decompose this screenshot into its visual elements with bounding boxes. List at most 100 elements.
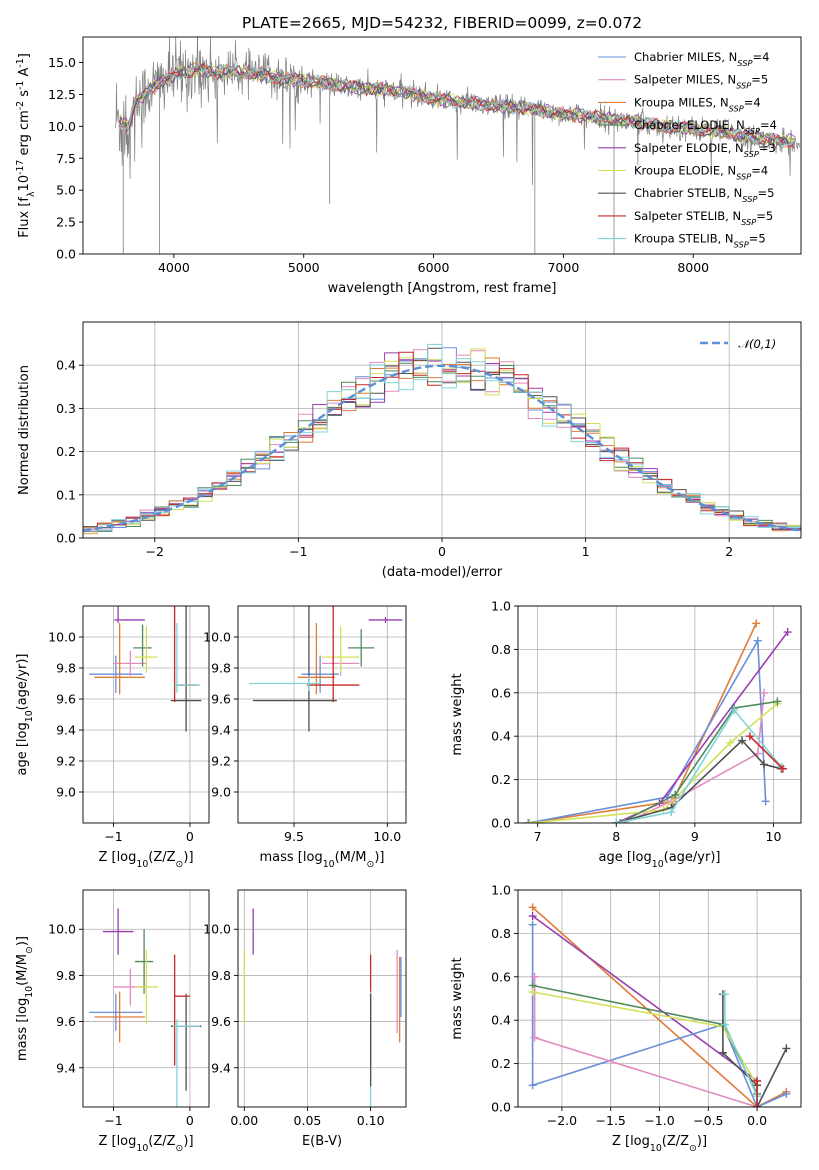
- x-tick-label: 9: [691, 829, 699, 844]
- y-tick-label: 0.2: [56, 444, 76, 459]
- x-axis-label: wavelength [Angstrom, rest frame]: [328, 281, 557, 296]
- weight-plot: [524, 619, 792, 823]
- x-tick-label: 9.5: [284, 829, 304, 844]
- x-axis-label: Z [log10(Z/Z⊙)]: [612, 1134, 707, 1154]
- weight-marker: [524, 819, 533, 823]
- y-tick-label: 9.8: [211, 968, 231, 983]
- x-tick-label: 0.00: [230, 1113, 258, 1128]
- y-tick-label: 0.2: [491, 772, 511, 787]
- weight-marker: [761, 797, 770, 806]
- x-tick-label: −1.0: [644, 1113, 674, 1128]
- histogram-plot: [83, 343, 801, 535]
- axes-frame-1: −2 −1 0 1 2 0.0 0.1 0.2 0.3 0.4 (data-model)/error…: [17, 321, 802, 580]
- weight-marker: [760, 760, 769, 769]
- y-tick-label: 0.4: [56, 358, 76, 373]
- weight-marker: [773, 697, 782, 706]
- y-axis-label: Flux [fλ10-17 erg cm-2 s-1 A-1]: [15, 53, 37, 238]
- legend-label: Kroupa STELIB, NSSP=5: [634, 232, 766, 250]
- x-tick-label: −1.5: [596, 1113, 626, 1128]
- weight-marker: [612, 819, 621, 823]
- weight-marker: [528, 920, 537, 929]
- errorbar-plot: [243, 908, 402, 1107]
- y-tick-label: 9.0: [56, 785, 76, 800]
- axes-frame-6: 0.00 0.05 0.10 9.4 9.6 9.8 10.0 E(B-V): [203, 889, 407, 1149]
- legend-label: Chabrier STELIB, NSSP=5: [634, 186, 774, 204]
- legend-label: 𝒩(0,1): [738, 337, 776, 351]
- weight-marker: [528, 1081, 537, 1090]
- weight-marker: [528, 912, 537, 921]
- weight-marker: [782, 1089, 791, 1098]
- axes-frame-0: 4000 5000 6000 7000 8000 0.0 2.5 5.0 7.5 10.0 12.5…: [15, 14, 802, 296]
- y-tick-label: 0.3: [56, 401, 76, 416]
- y-tick-label: 9.2: [56, 754, 76, 769]
- y-tick-label: 0.0: [491, 1100, 511, 1115]
- weight-marker: [616, 819, 625, 823]
- y-tick-label: 9.6: [56, 692, 76, 707]
- x-tick-label: 8000: [677, 260, 709, 275]
- axes-frame-3: 9.5 10.0 9.0 9.2 9.4 9.6 9.8 10.0 mass [log10(M/…: [203, 605, 407, 870]
- y-tick-label: 1.0: [491, 599, 511, 614]
- axes-border: [82, 36, 802, 255]
- y-axis-label: Normed distribution: [17, 365, 32, 495]
- y-tick-label: 9.8: [56, 968, 76, 983]
- chart-title: PLATE=2665, MJD=54232, FIBERID=0099, z=0…: [242, 14, 642, 32]
- y-tick-label: 0.0: [56, 531, 76, 546]
- x-tick-label: 0.05: [294, 1113, 322, 1128]
- weight-marker: [667, 808, 676, 817]
- observed-spectrum: [115, 37, 800, 186]
- weight-marker: [671, 790, 680, 799]
- axes-3: [238, 606, 406, 823]
- x-tick-label: 0: [438, 544, 446, 559]
- weight-marker: [718, 1048, 727, 1057]
- y-tick-label: 15.0: [48, 55, 76, 70]
- y-axis-label: age [log10(age/yr)]: [15, 654, 35, 776]
- weight-marker: [530, 972, 539, 981]
- axes-frame-7: −2.0 −1.5 −1.0 −0.5 0.0 0.0 0.2 0.4 0.6 0.8 1.0 Z […: [450, 883, 802, 1154]
- y-axis-label: mass weight: [450, 673, 465, 755]
- axes-7: [518, 889, 801, 1108]
- legend-label: Kroupa ELODIE, NSSP=4: [634, 164, 768, 182]
- axes-frame-4: 7 8 9 10 0.0 0.2 0.4 0.6 0.8 1.0 age [log10(age/yr…: [450, 599, 802, 870]
- legend-label: Chabrier ELODIE, NSSP=4: [634, 118, 777, 136]
- x-tick-label: 0.0: [747, 1113, 767, 1128]
- y-tick-label: 9.4: [211, 1060, 231, 1075]
- weight-marker: [783, 628, 792, 637]
- y-tick-label: 1.0: [491, 883, 511, 898]
- y-tick-label: 0.0: [491, 816, 511, 831]
- x-tick-label: 6000: [418, 260, 450, 275]
- y-tick-label: 10.0: [48, 119, 76, 134]
- x-axis-label: (data-model)/error: [382, 565, 503, 580]
- x-axis-label: E(B-V): [302, 1134, 342, 1149]
- weight-line: [532, 915, 758, 1082]
- errorbar-plot: [89, 908, 202, 1107]
- legend: Chabrier MILES, NSSP=4 Salpeter MILES, NS…: [598, 50, 777, 250]
- weight-marker: [528, 903, 537, 912]
- weight-marker: [730, 706, 739, 715]
- x-axis-label: Z [log10(Z/Z⊙)]: [98, 850, 193, 870]
- axes-frame-2: −1 0 9.0 9.2 9.4 9.6 9.8 10.0 Z [log10(Z/Z⊙)] age…: [15, 605, 210, 870]
- axes-border: [517, 605, 802, 824]
- legend-label: Salpeter MILES, NSSP=5: [634, 73, 768, 91]
- y-tick-label: 2.5: [56, 215, 76, 230]
- legend-label: Salpeter ELODIE, NSSP=3: [634, 141, 776, 159]
- y-tick-label: 10.0: [203, 630, 231, 645]
- axes-border: [237, 889, 407, 1108]
- weight-marker: [760, 688, 769, 697]
- axes-border: [82, 605, 210, 824]
- weight-marker: [745, 732, 754, 741]
- x-tick-label: 0: [186, 829, 194, 844]
- y-tick-label: 9.6: [211, 692, 231, 707]
- y-tick-label: 9.8: [211, 661, 231, 676]
- y-tick-label: 0.0: [56, 247, 76, 262]
- axes-6: [238, 890, 406, 1107]
- weight-marker: [720, 1020, 729, 1029]
- x-tick-label: 2: [725, 544, 733, 559]
- weight-marker: [726, 738, 735, 747]
- x-tick-label: −1: [104, 829, 122, 844]
- y-tick-label: 10.0: [48, 630, 76, 645]
- y-tick-label: 0.6: [491, 685, 511, 700]
- x-tick-label: 1: [582, 544, 590, 559]
- y-tick-label: 0.8: [491, 926, 511, 941]
- y-tick-label: 9.2: [211, 754, 231, 769]
- weight-marker: [530, 1033, 539, 1042]
